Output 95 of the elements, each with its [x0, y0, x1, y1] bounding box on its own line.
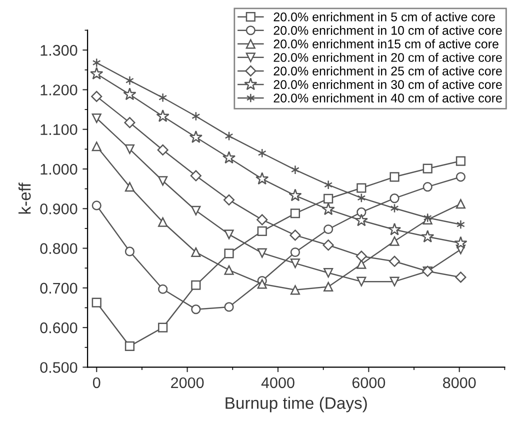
point — [124, 341, 135, 351]
point — [388, 222, 402, 236]
y-tick-label: 0.700 — [40, 282, 78, 294]
point — [290, 285, 300, 295]
point — [324, 268, 334, 278]
point — [90, 66, 104, 80]
x-tick-label: 6000 — [352, 377, 386, 388]
point — [222, 151, 236, 164]
point — [156, 109, 170, 122]
point — [158, 322, 168, 332]
legend-label: 20.0% enrichment in 30 cm of active core — [274, 80, 502, 89]
point — [124, 117, 136, 128]
point — [189, 130, 202, 143]
point — [290, 230, 301, 241]
legend-label: 20.0% enrichment in 10 cm of active core — [274, 26, 502, 35]
point — [92, 113, 102, 124]
x-axis-title: Burnup time (Days) — [226, 396, 367, 412]
point — [223, 194, 235, 206]
point — [421, 230, 434, 242]
point — [454, 236, 468, 249]
point — [390, 276, 400, 286]
point — [290, 208, 300, 218]
point — [190, 170, 202, 182]
point — [257, 248, 267, 258]
point — [456, 220, 465, 230]
point — [290, 258, 300, 268]
point — [158, 217, 168, 227]
point — [356, 250, 367, 262]
legend-label: 20.0% enrichment in 5 cm of active core — [274, 12, 495, 22]
point — [224, 230, 234, 240]
point — [124, 246, 135, 256]
point — [422, 182, 432, 192]
point — [124, 182, 135, 192]
legend-label: 20.0% enrichment in 40 cm of active core — [274, 93, 502, 103]
point — [356, 183, 366, 193]
y-tick-label: 1.300 — [40, 44, 78, 56]
y-tick-label: 0.900 — [40, 204, 78, 214]
point — [191, 304, 201, 314]
point — [158, 176, 168, 186]
point — [224, 302, 234, 312]
point — [456, 156, 466, 166]
legend-label: 20.0% enrichment in15 cm of active core — [274, 39, 498, 48]
point — [224, 265, 234, 275]
point — [390, 194, 400, 204]
point — [390, 236, 400, 246]
point — [456, 199, 466, 209]
y-tick-label: 0.600 — [40, 322, 78, 334]
point — [422, 164, 432, 174]
point — [324, 180, 333, 190]
point — [92, 200, 102, 210]
point — [224, 248, 234, 258]
point — [191, 280, 201, 290]
legend-label: 20.0% enrichment in 20 cm of active core — [274, 52, 502, 62]
point — [455, 272, 466, 283]
point — [388, 256, 400, 267]
point — [257, 226, 267, 236]
point — [157, 144, 168, 156]
point — [324, 224, 334, 234]
point — [324, 194, 334, 204]
x-tick-label: 8000 — [443, 377, 476, 388]
point — [124, 144, 135, 154]
point — [288, 188, 302, 202]
point — [356, 259, 366, 269]
point — [92, 142, 102, 152]
point — [356, 276, 366, 286]
point — [92, 298, 102, 308]
point — [191, 247, 201, 258]
x-tick-label: 2000 — [171, 377, 204, 388]
y-tick-label: 1.100 — [40, 124, 78, 136]
x-tick-label: 0 — [92, 377, 100, 388]
point — [290, 247, 300, 258]
point — [290, 164, 300, 175]
point — [125, 76, 134, 86]
point — [256, 214, 268, 226]
point — [356, 207, 366, 217]
point — [456, 172, 466, 182]
point — [354, 214, 368, 226]
point — [158, 284, 168, 294]
point — [390, 172, 400, 182]
point — [257, 279, 267, 289]
point — [322, 240, 334, 251]
point — [191, 206, 201, 216]
y-tick-label: 0.800 — [40, 243, 78, 254]
y-tick-label: 1.200 — [40, 84, 78, 96]
y-tick-label: 1.000 — [40, 164, 78, 175]
point — [322, 202, 335, 216]
point — [158, 92, 168, 102]
point — [91, 90, 102, 102]
point — [123, 88, 136, 100]
point — [324, 282, 334, 292]
y-axis-title: k-eff — [18, 182, 31, 214]
x-tick-label: 4000 — [261, 377, 294, 388]
legend-label: 20.0% enrichment in 25 cm of active core — [274, 66, 502, 76]
point — [256, 172, 269, 185]
y-tick-label: 0.500 — [40, 362, 78, 373]
